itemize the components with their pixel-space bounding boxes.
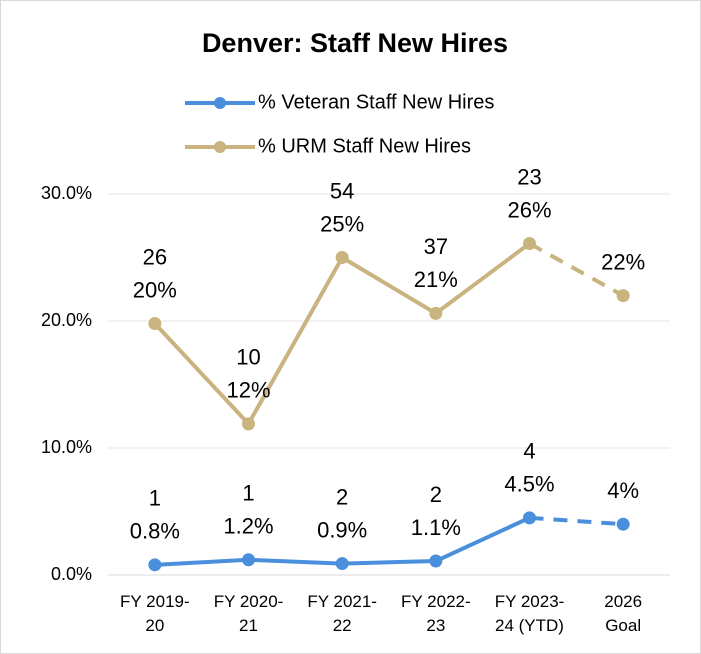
data-label: 20% xyxy=(133,277,177,302)
x-tick-label: FY 2023-24 (YTD) xyxy=(495,592,565,635)
count-label: 2 xyxy=(336,484,348,509)
data-label: 4% xyxy=(607,478,639,503)
count-label: 4 xyxy=(523,439,535,464)
count-label: 54 xyxy=(330,178,354,203)
chart-title: Denver: Staff New Hires xyxy=(202,28,508,58)
data-point xyxy=(242,553,255,567)
count-label: 37 xyxy=(424,234,448,259)
projected-line xyxy=(528,241,625,298)
x-tick-label: FY 2021-22 xyxy=(307,592,377,635)
data-point xyxy=(335,251,349,264)
data-label: 26% xyxy=(507,197,551,222)
count-label: 2 xyxy=(430,482,442,507)
data-label: 0.9% xyxy=(317,517,367,542)
x-tick-label: FY 2020-21 xyxy=(214,592,284,635)
legend-marker xyxy=(214,141,226,153)
data-point xyxy=(429,306,443,320)
data-label: 0.8% xyxy=(130,519,180,544)
count-label: 23 xyxy=(517,164,541,189)
data-point xyxy=(616,517,630,531)
data-point xyxy=(523,511,536,525)
data-label: 1.1% xyxy=(411,515,461,540)
x-tick-label: FY 2022-23 xyxy=(401,592,471,635)
y-tick-label: 20.0% xyxy=(41,310,92,330)
count-label: 1 xyxy=(242,481,254,506)
projected-line xyxy=(529,515,624,527)
x-tick-label: 2026 Goal xyxy=(604,592,642,635)
data-label: 1.2% xyxy=(223,514,273,539)
legend-label: % URM Staff New Hires xyxy=(258,135,471,157)
data-label: 12% xyxy=(226,378,270,403)
data-label: 4.5% xyxy=(504,472,554,497)
data-point xyxy=(148,317,162,331)
data-point xyxy=(335,557,349,571)
data-point xyxy=(242,417,255,431)
y-tick-label: 30.0% xyxy=(41,183,92,203)
legend-marker xyxy=(214,97,226,109)
count-label: 10 xyxy=(236,345,260,370)
data-label: 22% xyxy=(601,249,645,274)
data-point xyxy=(616,289,630,303)
x-tick-label: FY 2019-20 xyxy=(120,592,190,635)
data-label: 25% xyxy=(320,211,364,236)
data-label: 21% xyxy=(414,267,458,292)
data-point xyxy=(523,237,536,251)
y-tick-label: 0.0% xyxy=(51,564,92,584)
data-point xyxy=(429,554,443,568)
count-label: 26 xyxy=(143,244,167,269)
legend-label: % Veteran Staff New Hires xyxy=(258,91,494,113)
data-point xyxy=(148,558,162,572)
y-tick-label: 10.0% xyxy=(41,437,92,457)
count-label: 1 xyxy=(149,486,161,511)
